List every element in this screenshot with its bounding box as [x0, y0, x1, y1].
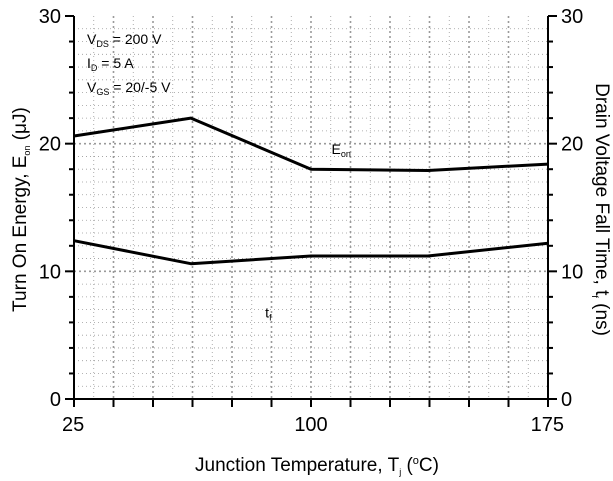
y-tick-label-right: 20 — [561, 134, 583, 156]
series-label: Eon — [332, 141, 351, 159]
x-axis-title: Junction Temperature, Tj (oC) — [195, 455, 439, 477]
y-tick-label-left: 30 — [39, 6, 61, 28]
series-label: tf — [265, 304, 272, 322]
y-tick-label-right: 10 — [561, 261, 583, 283]
ticks — [65, 15, 557, 407]
series-lines — [73, 116, 549, 266]
series-line-tf — [73, 239, 549, 266]
y-axis-title-right: Drain Voltage Fall Time, tf (ns) — [590, 83, 612, 336]
legend-line: ID = 5 A — [87, 55, 134, 73]
x-tick-label: 100 — [294, 414, 327, 436]
labels: 0 10 20 30 0 10 20 30 25 100 175 Eon tf VDS = 200 V ID… — [10, 6, 612, 477]
y-tick-label-left: 0 — [50, 389, 61, 411]
x-tick-label: 175 — [531, 414, 564, 436]
grid — [74, 16, 548, 399]
y-tick-label-left: 10 — [39, 261, 61, 283]
legend-line: VDS = 200 V — [87, 31, 162, 49]
y-axis-title-left: Turn On Energy, Eon (μJ) — [10, 107, 32, 312]
x-tick-label: 25 — [62, 414, 84, 436]
y-tick-label-right: 0 — [561, 389, 572, 411]
series-line-eon — [73, 116, 549, 172]
y-tick-label-left: 20 — [39, 134, 61, 156]
y-tick-label-right: 30 — [561, 6, 583, 28]
legend-line: VGS = 20/-5 V — [87, 79, 171, 97]
